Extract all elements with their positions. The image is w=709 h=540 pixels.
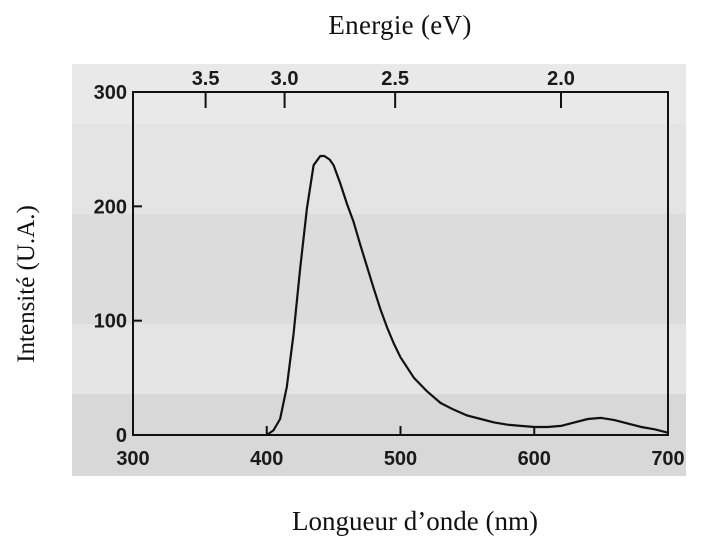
top-tick-label: 2.5 xyxy=(381,68,409,90)
x-tick-label: 700 xyxy=(651,448,684,470)
x-tick-label: 300 xyxy=(116,448,149,470)
top-tick-label: 2.0 xyxy=(547,68,575,90)
plot-frame xyxy=(132,91,669,436)
x-axis-label: Longueur d’onde (nm) xyxy=(292,506,538,536)
x-tick-label: 400 xyxy=(250,448,283,470)
scan-band xyxy=(72,64,686,124)
x-tick-label: 500 xyxy=(384,448,417,470)
y-tick-label: 0 xyxy=(116,425,127,447)
x-tick-label: 600 xyxy=(518,448,551,470)
top-tick-label: 3.5 xyxy=(192,68,220,90)
top-axis-title: Energie (eV) xyxy=(328,10,472,40)
y-tick-label: 100 xyxy=(94,311,127,333)
y-tick-label: 300 xyxy=(94,82,127,104)
tick-labels: 300 400 500 600 700 0 100 200 300 3.5 3.0 2.5 2.0 xyxy=(94,68,685,470)
axis-ticks xyxy=(132,91,669,436)
emission-curve xyxy=(266,154,669,436)
y-tick-label: 200 xyxy=(94,196,127,218)
scanned-background xyxy=(72,64,686,476)
top-tick-label: 3.0 xyxy=(271,68,299,90)
